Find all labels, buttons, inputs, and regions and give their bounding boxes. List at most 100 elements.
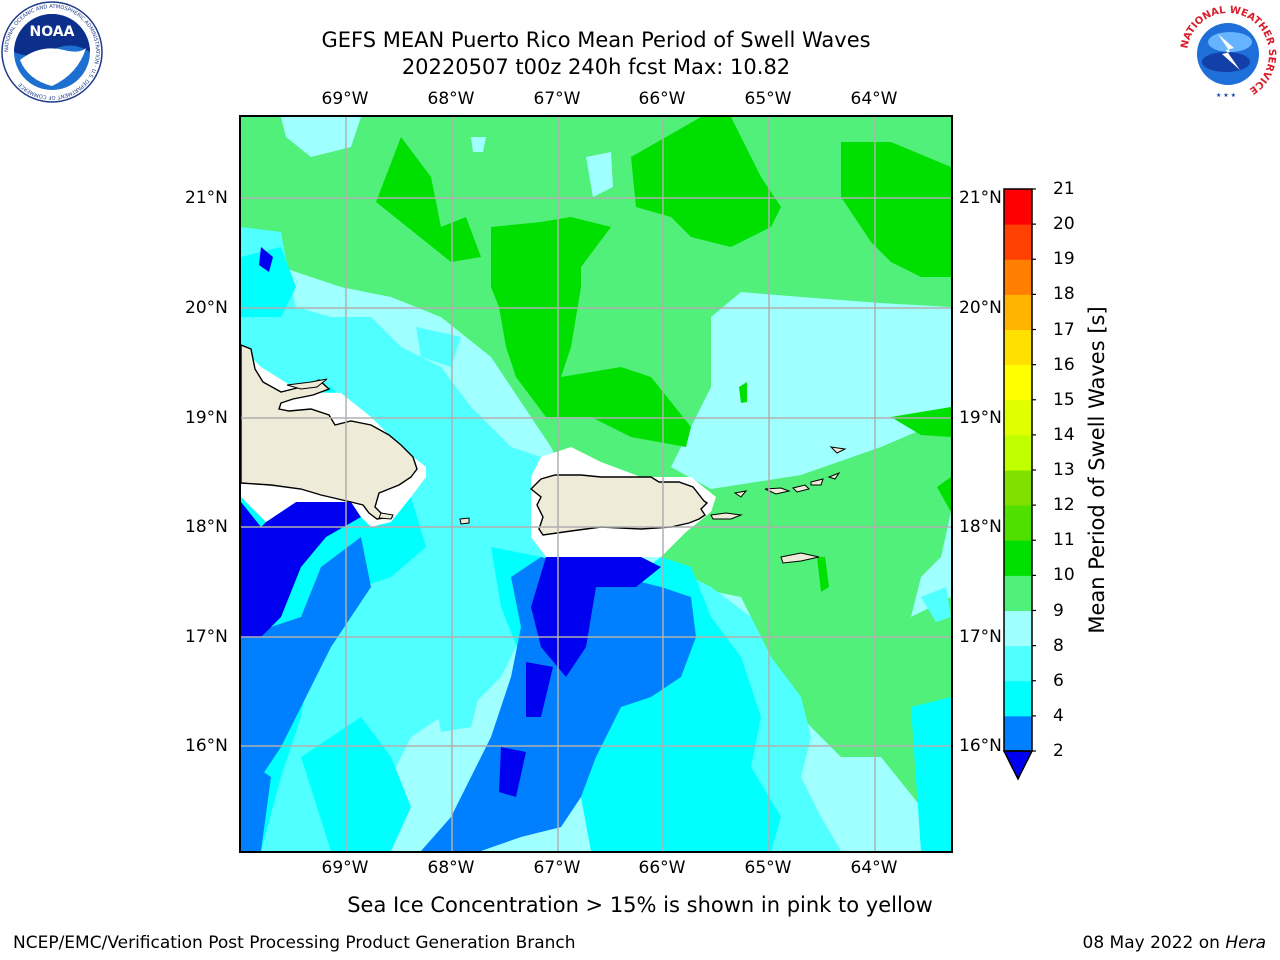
lon-label-top: 69°W xyxy=(321,89,369,109)
colorbar-bin xyxy=(1004,329,1032,366)
lat-label-left: 16°N xyxy=(185,736,228,756)
period-band-2-4 xyxy=(241,757,271,851)
period-band-6-8 xyxy=(431,677,481,732)
period-band-4-6 xyxy=(911,697,951,851)
map-plot-area xyxy=(239,115,953,853)
colorbar-tick-label: 18 xyxy=(1053,284,1075,305)
period-band-10-11 xyxy=(739,382,747,403)
land-mona-island xyxy=(459,517,470,525)
period-band-8-9 xyxy=(471,137,486,152)
period-band-8-9 xyxy=(281,117,361,157)
lon-label-top: 65°W xyxy=(744,89,792,109)
colorbar-tick-label: 16 xyxy=(1053,354,1075,375)
land-st-croix xyxy=(780,552,820,564)
period-band-4-6 xyxy=(241,247,296,317)
lat-label-left: 17°N xyxy=(185,627,228,647)
colorbar xyxy=(1002,188,1036,781)
lat-label-left: 18°N xyxy=(185,517,228,537)
map-subtitle: 20220507 t00z 240h fcst Max: 10.82 xyxy=(401,55,791,79)
colorbar-bin xyxy=(1004,470,1032,506)
period-band-6-8 xyxy=(921,587,951,622)
colorbar-bin xyxy=(1004,189,1032,225)
colorbar-tick-label: 21 xyxy=(1053,179,1075,199)
colorbar-bin xyxy=(1004,259,1032,295)
colorbar-tick-label: 14 xyxy=(1053,424,1075,445)
lat-label-left: 21°N xyxy=(185,188,228,208)
colorbar-bin xyxy=(1004,505,1032,541)
map-title: GEFS MEAN Puerto Rico Mean Period of Swe… xyxy=(321,28,871,52)
colorbar-tick-label: 15 xyxy=(1053,389,1075,410)
lat-label-right: 18°N xyxy=(959,517,1002,537)
period-band-10-11 xyxy=(376,137,481,262)
colorbar-bin xyxy=(1004,610,1032,647)
colorbar-tick-label: 12 xyxy=(1053,495,1075,516)
svg-text:NOAA: NOAA xyxy=(30,24,75,40)
nws-logo-icon: NATIONAL WEATHER SERVICE ★ ★ ★ xyxy=(1179,5,1277,102)
colorbar-tick-label: 4 xyxy=(1053,705,1064,726)
period-band-6-8 xyxy=(416,327,461,367)
period-band-below-2 xyxy=(241,502,361,637)
period-band-10-11 xyxy=(491,217,691,447)
lon-label-bottom: 66°W xyxy=(638,858,686,878)
lat-label-right: 17°N xyxy=(959,627,1002,647)
lon-label-bottom: 68°W xyxy=(427,858,475,878)
lat-label-left: 19°N xyxy=(185,408,228,428)
land-tortuga xyxy=(286,378,328,390)
lon-label-top: 67°W xyxy=(533,89,581,109)
lat-label-right: 20°N xyxy=(959,298,1002,318)
colorbar-bin xyxy=(1004,575,1032,611)
colorbar-bin xyxy=(1004,680,1032,717)
colorbar-bin xyxy=(1004,645,1032,682)
lon-label-bottom: 69°W xyxy=(321,858,369,878)
colorbar-bin xyxy=(1004,540,1032,576)
colorbar-bin xyxy=(1004,294,1032,330)
period-band-10-11 xyxy=(631,117,781,247)
noaa-logo-icon: NATIONAL OCEANIC AND ATMOSPHERIC ADMINIS… xyxy=(1,1,103,103)
sea-ice-note: Sea Ice Concentration > 15% is shown in … xyxy=(347,893,933,917)
land-anegada xyxy=(829,446,847,454)
colorbar-title: Mean Period of Swell Waves [s] xyxy=(1085,306,1109,634)
swell-period-field xyxy=(241,117,951,851)
period-band-10-11 xyxy=(841,142,951,277)
colorbar-bin xyxy=(1004,434,1032,471)
lon-label-bottom: 64°W xyxy=(850,858,898,878)
land-st-thomas xyxy=(764,487,791,495)
colorbar-tick-label: 2 xyxy=(1053,741,1064,761)
colorbar-tick-label: 19 xyxy=(1053,249,1075,270)
colorbar-under-arrow xyxy=(1002,750,1034,781)
lon-label-top: 64°W xyxy=(850,89,898,109)
colorbar-bin xyxy=(1004,715,1032,752)
colorbar-tick-label: 11 xyxy=(1053,530,1075,551)
colorbar-tick-label: 6 xyxy=(1053,670,1064,691)
colorbar-tick-label: 9 xyxy=(1053,600,1064,621)
lat-label-right: 16°N xyxy=(959,736,1002,756)
colorbar-tick-label: 17 xyxy=(1053,319,1075,340)
map-gridlines xyxy=(241,117,951,851)
period-band-below-2 xyxy=(526,662,553,717)
period-band-8-9 xyxy=(586,152,613,197)
land-tortola xyxy=(810,478,824,486)
footer-credit: NCEP/EMC/Verification Post Processing Pr… xyxy=(13,933,576,953)
period-band-10-11 xyxy=(937,477,951,512)
land-virgin-gorda xyxy=(827,471,841,480)
lon-label-bottom: 67°W xyxy=(533,858,581,878)
period-band-below-2 xyxy=(259,247,273,272)
period-band-4-6 xyxy=(301,717,411,851)
svg-text:★ ★ ★: ★ ★ ★ xyxy=(1216,92,1236,99)
lat-label-right: 19°N xyxy=(959,408,1002,428)
lon-label-top: 66°W xyxy=(638,89,686,109)
land-isla-saona xyxy=(378,512,394,520)
land-culebra xyxy=(733,490,748,498)
colorbar-tick-label: 20 xyxy=(1053,214,1075,235)
period-band-below-2 xyxy=(499,747,526,797)
lat-label-right: 21°N xyxy=(959,188,1002,208)
period-band-10-11 xyxy=(817,557,829,592)
colorbar-tick-label: 8 xyxy=(1053,635,1064,656)
lat-label-left: 20°N xyxy=(185,298,228,318)
colorbar-tick-label: 13 xyxy=(1053,460,1075,480)
land-st-john xyxy=(792,484,810,493)
period-band-below-2 xyxy=(531,557,661,677)
period-band-2-4 xyxy=(241,537,371,777)
period-band-10-11 xyxy=(891,407,951,437)
footer-host: Hera xyxy=(1225,933,1266,953)
